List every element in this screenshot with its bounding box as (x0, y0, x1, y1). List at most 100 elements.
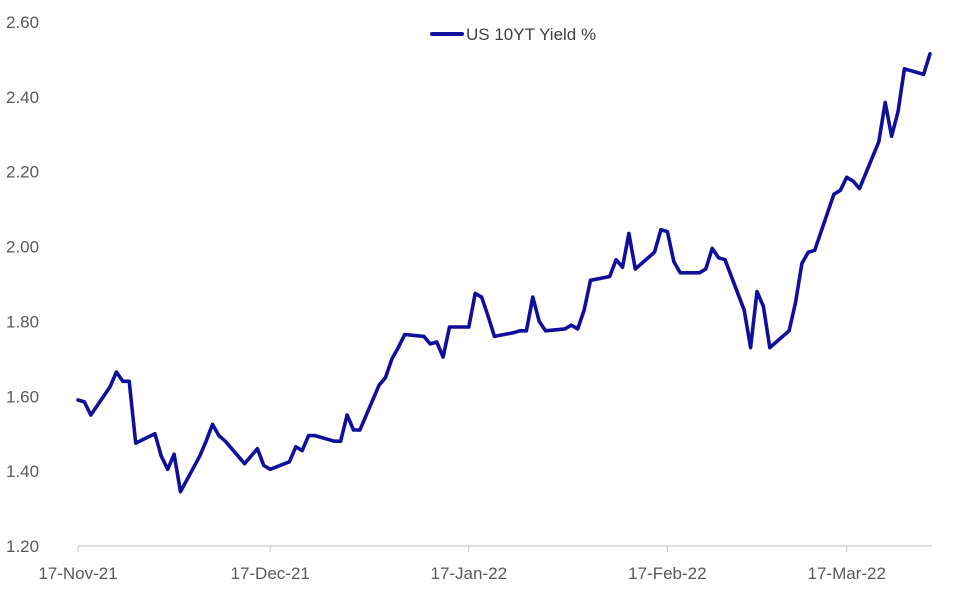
y-tick-label: 2.40 (6, 88, 39, 107)
data-point (857, 186, 862, 191)
data-point (178, 490, 183, 494)
data-point (383, 375, 388, 380)
data-point (204, 439, 208, 443)
data-point (576, 327, 580, 331)
data-point (223, 439, 227, 443)
data-point (723, 258, 727, 262)
x-axis-ticks (77, 546, 848, 552)
data-point (614, 258, 618, 262)
data-point (877, 140, 881, 144)
data-point (287, 460, 291, 464)
data-point (435, 340, 439, 344)
data-point (268, 467, 272, 471)
data-point (198, 454, 202, 458)
data-point (717, 256, 721, 260)
data-point (652, 250, 657, 254)
data-point (608, 274, 612, 279)
data-point (697, 271, 701, 275)
data-point (108, 385, 112, 389)
data-point (569, 323, 573, 327)
data-point (492, 334, 496, 338)
data-point (749, 346, 753, 350)
data-point (428, 342, 432, 346)
data-point (742, 308, 746, 312)
x-tick-label: 17-Nov-21 (38, 564, 117, 583)
data-point (883, 100, 887, 105)
data-point (242, 462, 247, 466)
data-point (153, 432, 157, 436)
y-tick-label: 1.80 (6, 312, 39, 331)
data-point (313, 433, 317, 438)
legend: US 10YT Yield % (430, 25, 596, 44)
data-point (582, 308, 586, 312)
data-point (787, 329, 791, 333)
y-tick-label: 2.00 (6, 238, 39, 257)
y-tick-label: 2.20 (6, 163, 39, 182)
data-point (172, 452, 176, 456)
data-point (422, 334, 426, 338)
data-point (659, 228, 663, 232)
data-point (339, 439, 343, 443)
data-point (479, 295, 484, 299)
data-point (358, 428, 362, 432)
legend-label-us-10yt-yield: US 10YT Yield % (466, 25, 596, 44)
data-point (518, 329, 522, 333)
data-point (851, 179, 855, 183)
data-point (800, 261, 804, 266)
data-point (166, 467, 170, 471)
data-point (902, 67, 906, 71)
y-tick-label: 1.40 (6, 462, 39, 481)
data-point (76, 398, 80, 402)
data-point (627, 231, 631, 236)
data-point (121, 379, 125, 383)
series-line-us-10yt-yield (76, 51, 932, 494)
data-point (332, 439, 336, 443)
data-point (390, 357, 394, 361)
data-point (838, 188, 842, 193)
data-point (845, 175, 849, 179)
data-point (563, 327, 567, 331)
y-tick-label: 2.60 (6, 13, 39, 32)
data-point (403, 332, 407, 337)
data-point (813, 248, 817, 252)
y-tick-label: 1.60 (6, 387, 39, 406)
data-point (377, 383, 381, 387)
data-point (672, 259, 676, 264)
data-point (467, 325, 471, 329)
data-point (710, 246, 714, 251)
data-point (396, 346, 400, 350)
data-point (294, 445, 298, 449)
data-point (345, 413, 349, 417)
data-point (486, 314, 490, 318)
data-point (896, 110, 900, 114)
data-point (889, 134, 894, 138)
data-point (633, 267, 637, 271)
data-point (82, 400, 87, 404)
data-point (127, 379, 131, 383)
data-point (704, 267, 708, 271)
data-point (300, 448, 304, 453)
x-tick-label: 17-Feb-22 (628, 564, 706, 583)
x-axis-tick-labels: 17-Nov-21 17-Dec-21 17-Jan-22 17-Feb-22 17-M… (38, 564, 886, 583)
data-point (473, 291, 477, 295)
data-point (307, 433, 311, 438)
data-point (678, 271, 682, 275)
data-point (620, 265, 625, 269)
data-point (351, 428, 356, 432)
data-point (665, 230, 669, 234)
y-tick-label: 1.20 (6, 537, 39, 556)
data-point (262, 463, 266, 468)
data-point (255, 447, 259, 451)
data-point (768, 346, 772, 350)
data-point (159, 454, 163, 458)
data-point (544, 329, 548, 333)
x-tick-label: 17-Jan-22 (430, 564, 507, 583)
data-point (928, 52, 932, 56)
data-point (832, 192, 836, 196)
data-point (89, 413, 93, 417)
series-layer (76, 51, 932, 494)
data-point (921, 72, 926, 76)
data-point (588, 278, 593, 282)
data-point (537, 319, 541, 324)
